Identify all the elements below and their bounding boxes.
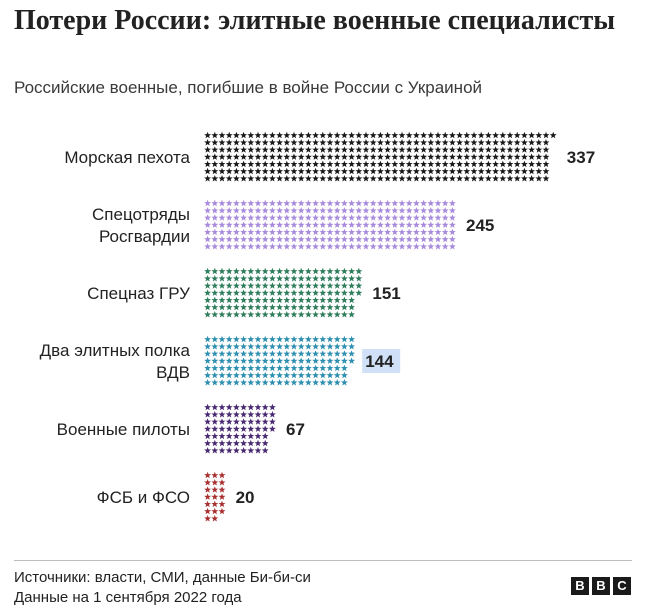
footer-divider bbox=[14, 560, 632, 561]
value-label: 20 bbox=[236, 488, 255, 507]
value-label: 151 bbox=[372, 284, 400, 303]
bbc-logo: B B C bbox=[571, 577, 631, 595]
category-label: Росгвардии bbox=[99, 227, 190, 246]
chart-area: Морская пехота 337 Спецотряды Росгвардии 245… bbox=[40, 131, 595, 522]
category-label: Морская пехота bbox=[64, 148, 190, 167]
logo-letter: C bbox=[613, 577, 631, 595]
category-label: Спецотряды bbox=[92, 205, 190, 224]
bar-star-grid bbox=[204, 131, 557, 182]
value-highlight bbox=[362, 349, 401, 373]
footer: Источники: власти, СМИ, данные Би-би-си … bbox=[14, 568, 311, 608]
sources-note: Источники: власти, СМИ, данные Би-би-си bbox=[14, 569, 311, 586]
category-label: ВДВ bbox=[156, 363, 190, 382]
bar-stars bbox=[204, 199, 456, 250]
bar-star-grid bbox=[204, 335, 356, 386]
bar-star-grid bbox=[204, 403, 276, 454]
category-label: ФСБ и ФСО bbox=[97, 488, 190, 507]
bar-stars bbox=[204, 131, 557, 182]
bar-stars bbox=[204, 267, 363, 318]
date-note: Данные на 1 сентября 2022 года bbox=[14, 589, 242, 606]
logo-letter: B bbox=[592, 577, 610, 595]
chart-title: Потери России: элитные военные специалис… bbox=[14, 5, 616, 36]
category-label: Военные пилоты bbox=[57, 420, 190, 439]
category-label: Два элитных полка bbox=[40, 341, 191, 360]
bar-stars bbox=[204, 335, 356, 386]
logo-letter: B bbox=[571, 577, 589, 595]
category-label: Спецназ ГРУ bbox=[87, 284, 190, 303]
bar-stars bbox=[204, 471, 226, 522]
value-label: 67 bbox=[286, 420, 305, 439]
bar-stars bbox=[204, 403, 276, 454]
value-label: 337 bbox=[567, 148, 595, 167]
value-label: 144 bbox=[365, 352, 394, 371]
bar-star-grid bbox=[204, 471, 226, 522]
chart-subtitle: Российские военные, погибшие в войне Рос… bbox=[14, 78, 483, 97]
bar-star-grid bbox=[204, 199, 456, 250]
bar-star-grid bbox=[204, 267, 363, 318]
value-label: 245 bbox=[466, 216, 494, 235]
